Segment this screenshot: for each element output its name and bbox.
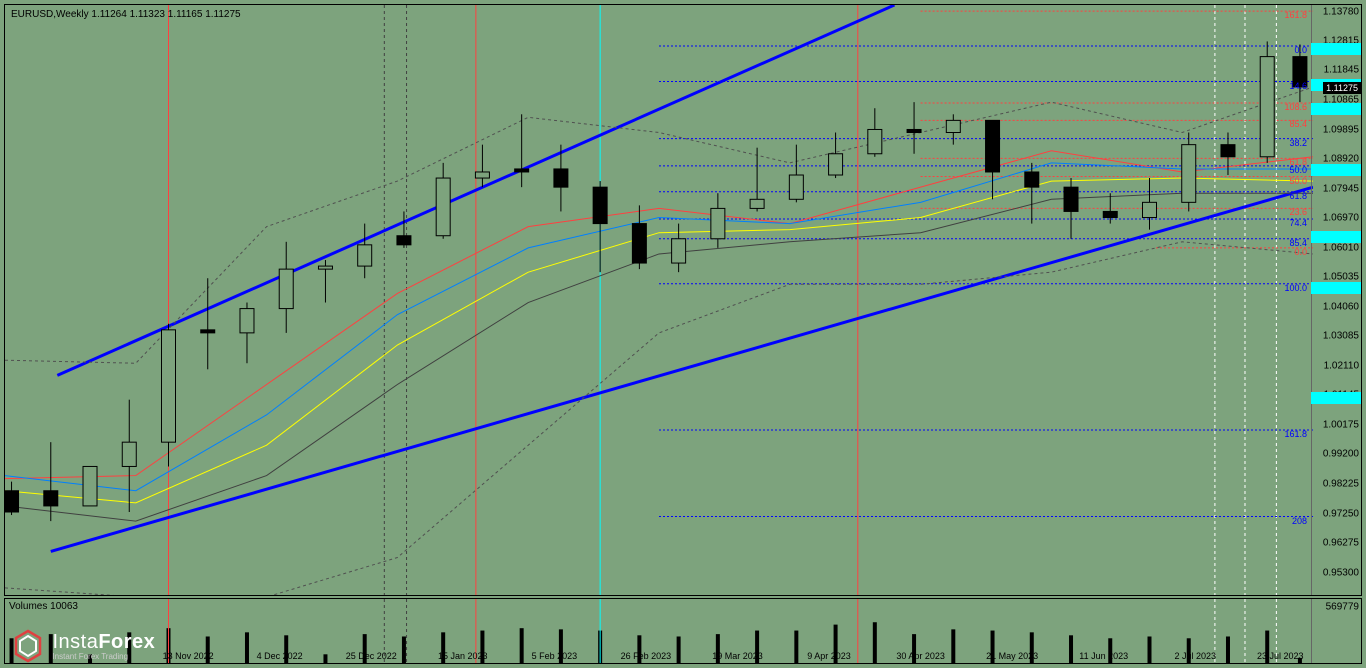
- main-chart-panel: EURUSD,Weekly 1.11264 1.11323 1.11165 1.…: [4, 4, 1362, 596]
- price-marker: [1311, 164, 1361, 176]
- x-tick-label: 5 Feb 2023: [532, 651, 578, 661]
- y-tick-label: 1.05035: [1323, 272, 1359, 283]
- x-tick-label: 9 Apr 2023: [807, 651, 851, 661]
- fib-label: 208: [1292, 516, 1307, 526]
- chart-svg[interactable]: [5, 5, 1313, 595]
- fib-label: 161.8: [1284, 10, 1307, 20]
- y-tick-label: 0.96275: [1323, 538, 1359, 549]
- price-marker: [1311, 392, 1361, 404]
- y-tick-label: 0.95300: [1323, 567, 1359, 578]
- x-tick-label: 26 Feb 2023: [621, 651, 672, 661]
- logo: InstaForex Instant Forex Trading: [8, 626, 155, 666]
- x-tick-label: 30 Apr 2023: [896, 651, 945, 661]
- y-tick-label: 1.06010: [1323, 242, 1359, 253]
- fib-label: 108.6: [1284, 102, 1307, 112]
- logo-text: InstaForex: [52, 631, 155, 654]
- x-tick-label: 15 Jan 2023: [438, 651, 488, 661]
- x-tick-label: 11 Jun 2023: [1079, 651, 1128, 661]
- y-tick-label: 0.99200: [1323, 449, 1359, 460]
- y-tick-label: 1.04060: [1323, 301, 1359, 312]
- x-tick-label: 4 Dec 2022: [257, 651, 303, 661]
- y-tick-label: 1.02110: [1324, 360, 1359, 371]
- x-tick-label: 25 Dec 2022: [346, 651, 397, 661]
- fib-label: 50.0: [1289, 176, 1307, 186]
- x-tick-label: 21 May 2023: [986, 651, 1038, 661]
- chart-title: EURUSD,Weekly 1.11264 1.11323 1.11165 1.…: [11, 9, 241, 20]
- price-marker: [1311, 282, 1361, 294]
- fib-label: 23.6: [1289, 207, 1307, 217]
- x-tick-label: 13 Nov 2022: [163, 651, 214, 661]
- fib-label: 161.8: [1284, 429, 1307, 439]
- volume-y-axis: 569779: [1311, 599, 1361, 663]
- y-tick-label: 1.13780: [1323, 6, 1359, 17]
- fib-label: 50.0: [1289, 165, 1307, 175]
- fib-label: 14.6: [1289, 81, 1307, 91]
- y-tick-label: 1.03085: [1323, 331, 1359, 342]
- current-price-label: 1.11275: [1323, 82, 1361, 94]
- fib-label: 0.0: [1294, 247, 1307, 257]
- y-tick-label: 1.11845: [1324, 65, 1359, 76]
- y-tick-label: 1.06970: [1323, 213, 1359, 224]
- fib-label: 38.2: [1289, 138, 1307, 148]
- y-tick-label: 1.00175: [1323, 419, 1359, 430]
- price-marker: [1311, 43, 1361, 55]
- fib-label: 85.4: [1289, 119, 1307, 129]
- y-tick-label: 1.09895: [1323, 124, 1359, 135]
- price-marker: [1311, 231, 1361, 243]
- volume-panel: Volumes 10063 569779 13 Nov 20224 Dec 20…: [4, 598, 1362, 664]
- y-axis: 1.137801.128151.118451.108651.098951.089…: [1311, 5, 1361, 595]
- x-tick-label: 2 Jul 2023: [1174, 651, 1216, 661]
- price-marker: [1311, 103, 1361, 115]
- fib-label: 74.4: [1289, 218, 1307, 228]
- y-tick-label: 0.98225: [1323, 478, 1359, 489]
- fib-label: 0.0: [1294, 45, 1307, 55]
- fib-label: 100.0: [1284, 283, 1307, 293]
- x-tick-label: 23 Jul 2023: [1257, 651, 1304, 661]
- y-tick-label: 1.07945: [1323, 183, 1359, 194]
- y-tick-label: 0.97250: [1323, 508, 1359, 519]
- fib-label: 61.8: [1289, 191, 1307, 201]
- logo-icon: [8, 626, 48, 666]
- x-tick-label: 19 Mar 2023: [712, 651, 763, 661]
- volume-y-tick: 569779: [1326, 602, 1359, 613]
